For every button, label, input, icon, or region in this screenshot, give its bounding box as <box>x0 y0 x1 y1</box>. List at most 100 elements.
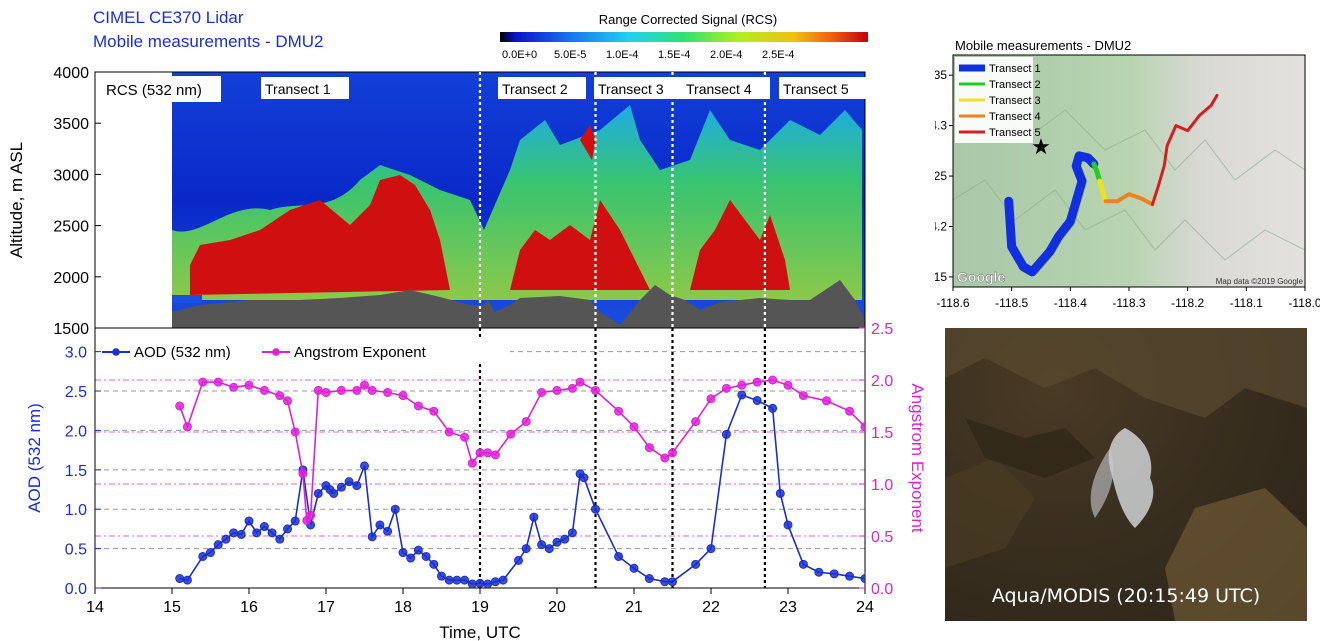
series-point <box>752 395 762 405</box>
transect-label-bg <box>779 77 867 99</box>
rcs-label: RCS (532 nm) <box>106 82 202 99</box>
series-point <box>206 548 215 558</box>
series-point <box>244 380 254 390</box>
series-point <box>267 528 277 538</box>
series-point <box>560 534 570 544</box>
series-point <box>175 574 185 584</box>
series-point <box>452 575 462 585</box>
series-point <box>475 578 485 588</box>
series-point <box>506 429 516 439</box>
map-legend-label: Transect 1 <box>989 63 1041 75</box>
series-point <box>360 461 369 471</box>
series-point <box>860 574 865 584</box>
series-point <box>413 401 423 411</box>
aod-y-axis: 0.0 0.5 1.0 1.5 2.0 2.5 3.0 <box>65 345 101 598</box>
series-point <box>229 528 239 538</box>
series-point <box>383 526 393 536</box>
series-point <box>475 448 485 458</box>
transect-label: Transect 2 <box>502 81 568 97</box>
series-point <box>629 563 639 573</box>
x-tick-label: 17 <box>317 599 335 616</box>
aod-y2-label: Angstrom Exponent <box>908 383 927 533</box>
series-point <box>721 383 731 393</box>
series-point <box>660 577 670 587</box>
colorbar-tick-label: 2.0E-4 <box>710 49 742 61</box>
series-point <box>413 545 423 555</box>
aod-y-tick-label: 0.5 <box>65 542 87 559</box>
series-point <box>313 488 323 498</box>
colorbar-tick-label: 1.0E-4 <box>606 49 638 61</box>
aod-y-tick-label: 1.5 <box>65 463 87 480</box>
map-tracks <box>1004 93 1219 277</box>
series-point <box>691 559 701 569</box>
x-tick-label: 23 <box>779 599 797 616</box>
colorbar-tick-label: 2.5E-4 <box>762 49 794 61</box>
series-point <box>775 488 785 498</box>
series-point <box>737 380 747 390</box>
series-point <box>336 385 346 395</box>
series-point <box>490 450 500 460</box>
map-track <box>1150 93 1219 206</box>
map-x-tick-label: -118.5 <box>995 296 1028 310</box>
series-point <box>490 577 500 587</box>
instrument-title: CIMEL CE370 Lidar <box>93 8 244 27</box>
transect-label-bg <box>594 77 682 99</box>
series-point <box>429 406 439 416</box>
series-point <box>552 385 562 395</box>
aod-series-layer <box>175 375 865 588</box>
transect-label-bg <box>682 77 770 99</box>
series-point <box>783 520 793 530</box>
lidar-y-tick-label: 4000 <box>53 65 89 82</box>
series-point <box>575 377 585 387</box>
series-point <box>298 469 308 479</box>
lidar-y-tick-label: 3500 <box>53 116 89 133</box>
series-point <box>521 417 531 427</box>
lidar-y-tick-label: 3000 <box>53 167 89 184</box>
series-point <box>221 534 231 544</box>
colorbar-title: Range Corrected Signal (RCS) <box>599 12 777 27</box>
aod-x-label: Time, UTC <box>439 623 521 641</box>
series-point <box>444 575 454 585</box>
angstrom-y-tick-label: 2.0 <box>871 373 893 390</box>
series-point <box>845 571 855 581</box>
map-y-axis: 44.15 44.2 44.25 44.3 44.35 <box>935 68 953 284</box>
series-point <box>644 443 654 453</box>
series-point <box>444 427 454 437</box>
modis-image: Aqua/MODIS (20:15:49 UTC) <box>945 328 1307 621</box>
map-x-tick-label: -118.0 <box>1288 296 1320 310</box>
map-y-tick-label: 44.15 <box>935 270 947 284</box>
series-point <box>814 567 824 577</box>
map-track <box>1004 151 1099 277</box>
map-credit: Map data ©2019 Google <box>1216 277 1304 286</box>
lidar-aod-figure: Range Corrected Signal (RCS) 0.0E+0 5.0E-… <box>7 12 927 641</box>
colorbar <box>500 32 868 42</box>
series-point <box>329 488 339 498</box>
lidar-y-axis: 1500 2000 2500 3000 3500 4000 <box>53 65 101 338</box>
transect-label: Transect 1 <box>265 81 331 97</box>
series-point <box>567 528 577 538</box>
map-y-tick-label: 44.3 <box>935 119 947 133</box>
lidar-y-tick-label: 2500 <box>53 219 89 236</box>
series-point <box>483 448 493 458</box>
series-point <box>537 540 547 550</box>
series-point <box>352 385 362 395</box>
angstrom-y-tick-label: 0.0 <box>871 581 893 598</box>
x-tick-label: 22 <box>702 599 720 616</box>
angstrom-y-tick-label: 0.5 <box>871 529 893 546</box>
colorbar-tick-label: 1.5E-4 <box>658 49 690 61</box>
series-point <box>798 559 808 569</box>
aod-y-tick-label: 0.0 <box>65 581 87 598</box>
series-point <box>398 548 408 558</box>
legend-aod: AOD (532 nm) <box>134 344 231 361</box>
series-point <box>460 575 470 585</box>
aod-y-tick-label: 2.5 <box>65 384 87 401</box>
x-tick-label: 18 <box>394 599 412 616</box>
series-point <box>360 380 369 390</box>
aod-x-axis: 14 15 16 17 18 19 20 21 22 23 24 <box>86 588 874 616</box>
series-point <box>845 406 855 416</box>
map-track <box>1091 161 1103 184</box>
series-point <box>275 534 285 544</box>
map-figure: Mobile measurements - DMU2 ★ Transect 1T… <box>935 38 1320 310</box>
series-point <box>375 520 385 530</box>
series-point <box>829 569 839 579</box>
